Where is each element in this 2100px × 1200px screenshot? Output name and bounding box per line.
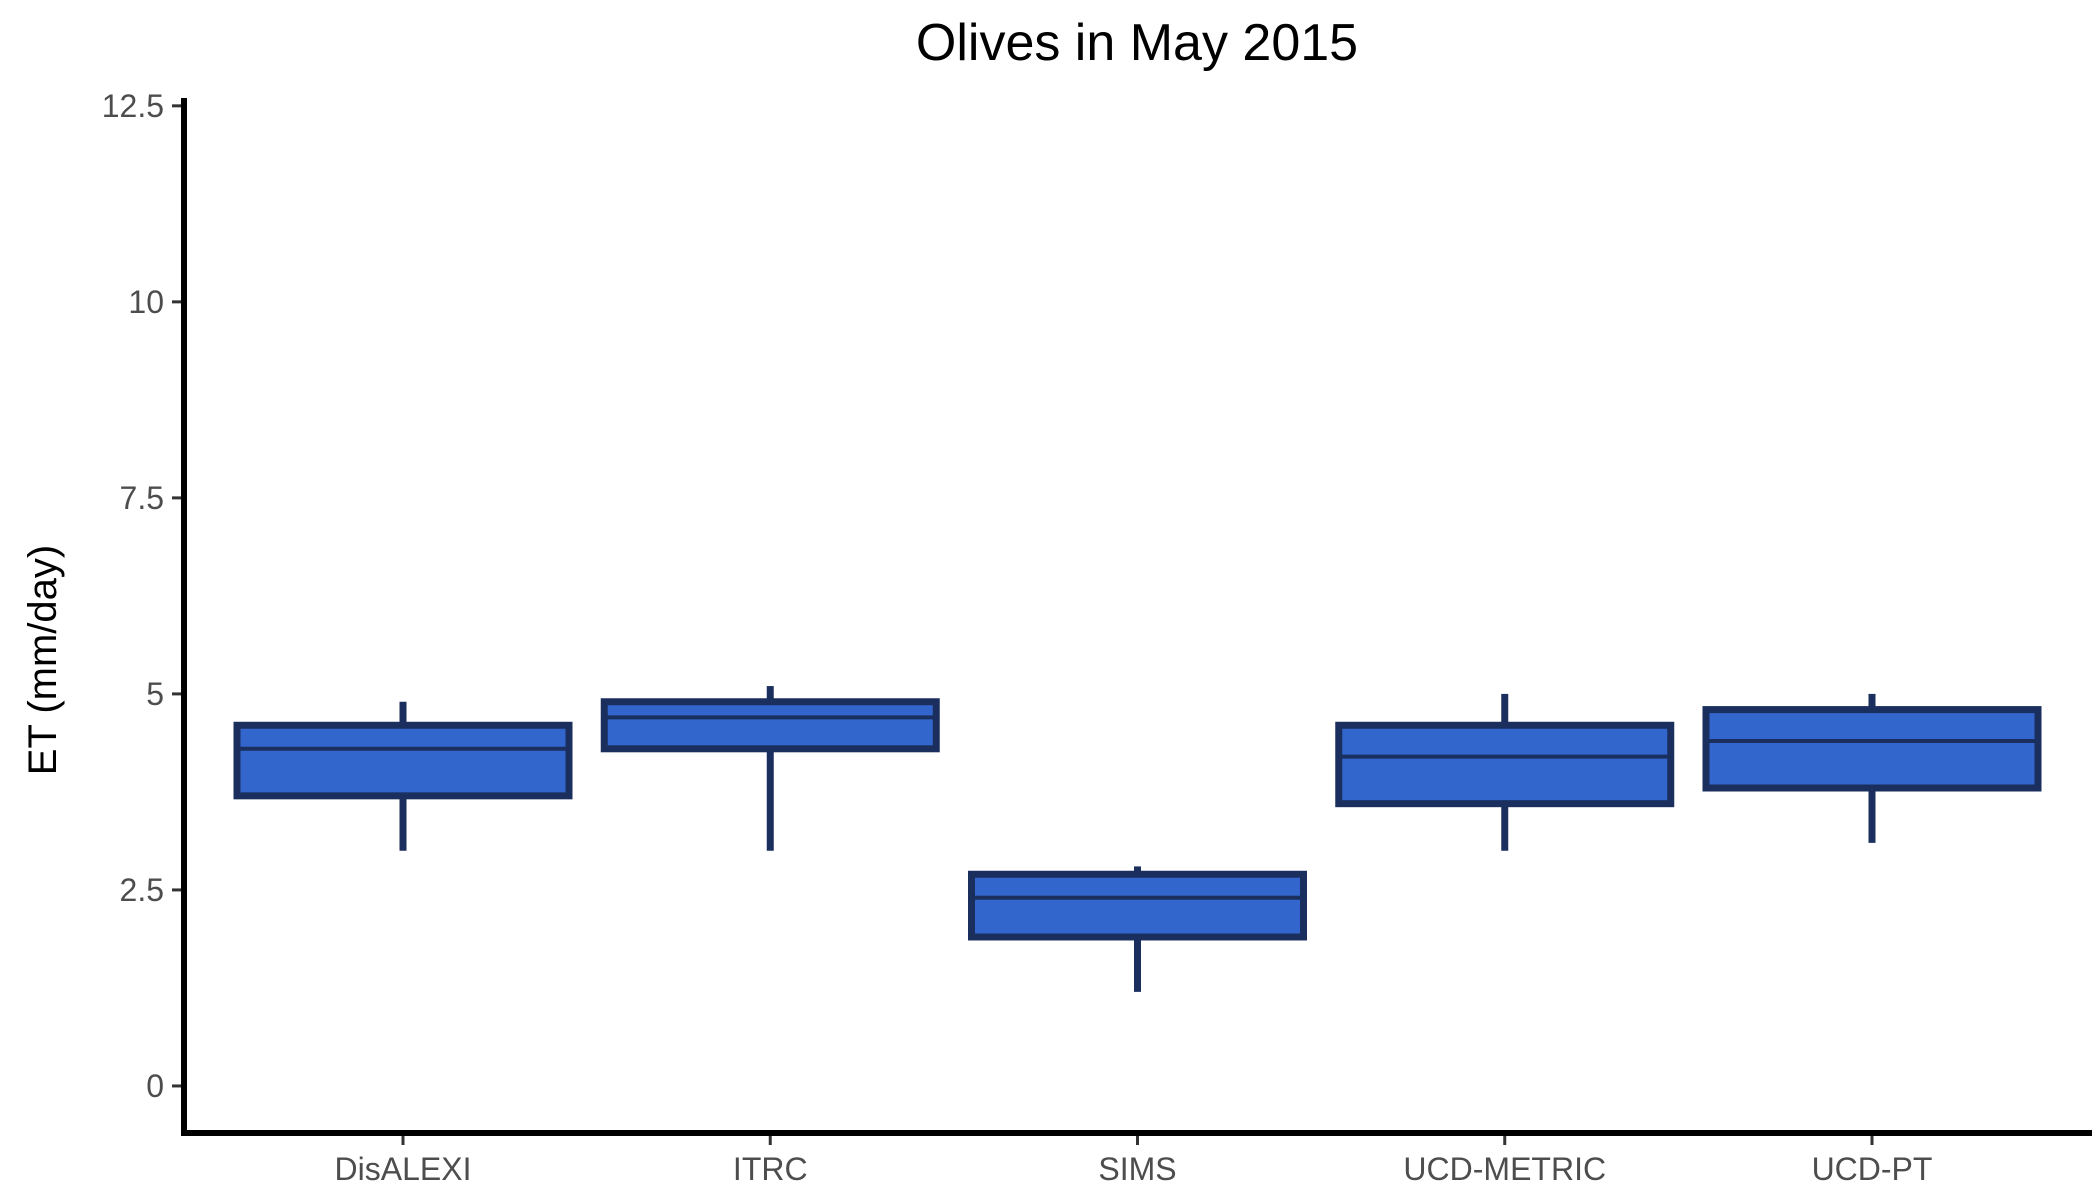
box-sims: [968, 866, 1307, 992]
y-axis-ticks: 0 2.5 5 7.5 10 12.5: [102, 88, 184, 1104]
box-series: [233, 686, 2042, 992]
box-body: [233, 721, 573, 800]
y-tick-label: 7.5: [120, 480, 164, 516]
box-itrc: [600, 686, 940, 851]
box-body: [1702, 706, 2042, 792]
y-tick-label: 10: [128, 284, 164, 320]
box-body: [600, 698, 940, 753]
y-tick-label: 5: [146, 676, 164, 712]
y-tick-label: 2.5: [120, 872, 164, 908]
y-tick-label: 12.5: [102, 88, 164, 124]
box-ucd-metric: [1335, 693, 1675, 851]
box-body: [1335, 721, 1675, 808]
box-ucd-pt: [1702, 693, 2042, 843]
y-tick-label: 0: [146, 1068, 164, 1104]
box-body: [968, 870, 1307, 941]
y-axis-title: ET (mm/day): [21, 545, 65, 775]
x-tick-label: SIMS: [1098, 1151, 1176, 1187]
x-tick-label: DisALEXI: [335, 1151, 472, 1187]
x-tick-label: ITRC: [733, 1151, 808, 1187]
x-tick-label: UCD-METRIC: [1403, 1151, 1606, 1187]
x-tick-label: UCD-PT: [1812, 1151, 1933, 1187]
chart-title: Olives in May 2015: [916, 14, 1358, 72]
x-axis-ticks: DisALEXI ITRC SIMS UCD-METRIC UCD-PT: [335, 1133, 1933, 1187]
box-disalexi: [233, 701, 573, 851]
